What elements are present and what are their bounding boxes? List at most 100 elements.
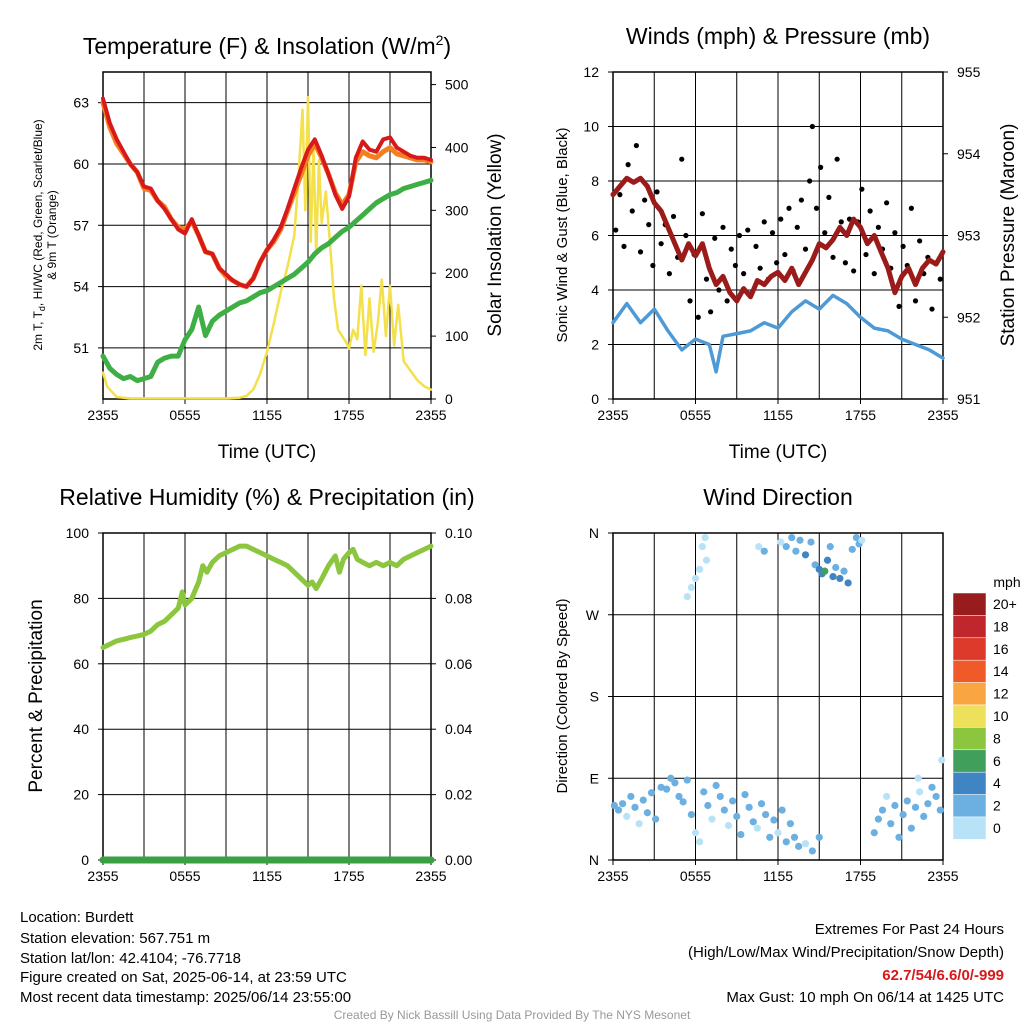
humidity-ylabel: Percent & Precipitation — [26, 599, 47, 792]
y-tick-label: N — [589, 525, 599, 541]
gust-point — [892, 230, 898, 236]
wind-direction-point — [712, 781, 720, 790]
y-tick-label: 12 — [583, 64, 599, 80]
extremes-max-gust: Max Gust: 10 mph On 06/14 at 1425 UTC — [726, 989, 1004, 1006]
wind-direction-point — [840, 567, 848, 575]
wind-direction-point — [832, 563, 840, 572]
legend-swatch — [952, 794, 987, 818]
wind-direction-point — [639, 796, 647, 804]
wind-direction-point — [643, 809, 651, 817]
gust-point — [728, 246, 734, 252]
wind-direction-point — [924, 800, 932, 808]
gust-point — [625, 162, 631, 168]
gust-point — [658, 241, 664, 247]
wind-direction-point — [635, 820, 643, 828]
wind-direction-point — [729, 797, 737, 805]
wind-direction-point — [782, 543, 790, 551]
gust-point — [875, 224, 881, 230]
legend-label: 18 — [993, 618, 1009, 634]
y-tick-label: 80 — [73, 590, 89, 606]
y2-tick-label: 955 — [957, 64, 981, 80]
y2-tick-label: 0.08 — [445, 590, 472, 606]
x-tick-label: 0555 — [680, 868, 711, 884]
temperature-y2label: Solar Insolation (Yellow) — [485, 133, 506, 336]
wind-direction-point — [657, 783, 665, 791]
wind-direction-point — [762, 810, 770, 819]
gust-point — [896, 303, 902, 309]
y-tick-label: 60 — [73, 656, 89, 672]
gust-point — [917, 238, 923, 244]
legend-label: 6 — [993, 753, 1001, 769]
y-tick-label: 51 — [73, 340, 89, 356]
wind-direction-point — [916, 788, 924, 796]
wind-direction-point — [790, 833, 799, 841]
x-tick-label: 1155 — [763, 868, 793, 884]
wind-direction-point — [683, 776, 691, 784]
y-tick-label: 20 — [73, 787, 89, 803]
wind-direction-point — [683, 592, 691, 601]
gust-point — [786, 205, 792, 211]
wind-direction-point — [829, 573, 837, 581]
wind-direction-point — [786, 820, 794, 828]
gust-point — [683, 232, 689, 239]
gust-point — [867, 208, 873, 214]
y-tick-label: 10 — [583, 119, 599, 135]
x-tick-label: 1755 — [845, 868, 876, 884]
gust-point — [617, 192, 623, 198]
x-tick-label: 0555 — [169, 868, 200, 884]
legend-swatch — [952, 637, 987, 661]
wind-direction-point — [801, 551, 810, 559]
legend-label: 14 — [993, 663, 1009, 679]
wind-direction-point — [920, 812, 928, 821]
legend-label: 10 — [993, 708, 1009, 724]
gust-point — [646, 222, 652, 228]
gust-point — [912, 298, 919, 304]
wind-direction-title: Wind Direction — [703, 484, 853, 510]
y2-tick-label: 953 — [957, 228, 981, 244]
wind-direction-point — [887, 820, 895, 828]
x-tick-label: 1155 — [252, 407, 282, 423]
legend-label: 2 — [993, 798, 1001, 814]
gust-point — [838, 219, 844, 225]
legend-label: 4 — [993, 775, 1001, 791]
wind-direction-point — [696, 565, 704, 573]
wind-direction-point — [704, 801, 712, 810]
wind-direction-point — [716, 792, 724, 801]
x-tick-label: 2355 — [87, 868, 118, 884]
wind-direction-point — [757, 800, 766, 808]
y-tick-label: 63 — [73, 95, 89, 111]
gust-point — [802, 246, 809, 252]
wind-direction-point — [619, 800, 627, 808]
wind-direction-point — [631, 803, 639, 811]
gust-point — [798, 197, 804, 203]
gust-point — [769, 230, 776, 236]
wind-direction-point — [737, 830, 745, 839]
gust-point — [736, 232, 743, 239]
temperature-panel: 2355 0555 1155 1755 2355 51 54 57 60 63 0 100 200 300… — [73, 71, 469, 423]
gust-point — [908, 205, 914, 211]
wind-direction-point — [749, 818, 757, 826]
gust-point — [863, 251, 869, 258]
wind-direction-point — [614, 806, 623, 814]
legend-swatch — [952, 592, 987, 616]
wind-direction-point — [702, 556, 711, 564]
x-tick-label: 1755 — [333, 868, 364, 884]
wind-direction-point — [679, 798, 687, 806]
wind-direction-point — [836, 574, 844, 583]
gust-point — [654, 189, 660, 195]
wind-direction-point — [782, 838, 790, 846]
gust-point — [884, 200, 890, 206]
wind-direction-point — [932, 792, 940, 801]
gust-point — [813, 205, 820, 211]
gust-point — [637, 249, 644, 255]
svg-text:2m T, Td, HI/WC (Red, Green, S: 2m T, Td, HI/WC (Red, Green, Scarlet/Blu… — [31, 119, 47, 350]
wind-direction-point — [903, 797, 911, 805]
wind-direction-point — [691, 574, 700, 583]
gust-point — [699, 211, 705, 217]
gust-point — [871, 271, 877, 277]
gust-point — [621, 243, 627, 249]
gust-point — [650, 262, 656, 269]
wind-direction-point — [895, 833, 903, 841]
wind-direction-point — [623, 812, 631, 821]
